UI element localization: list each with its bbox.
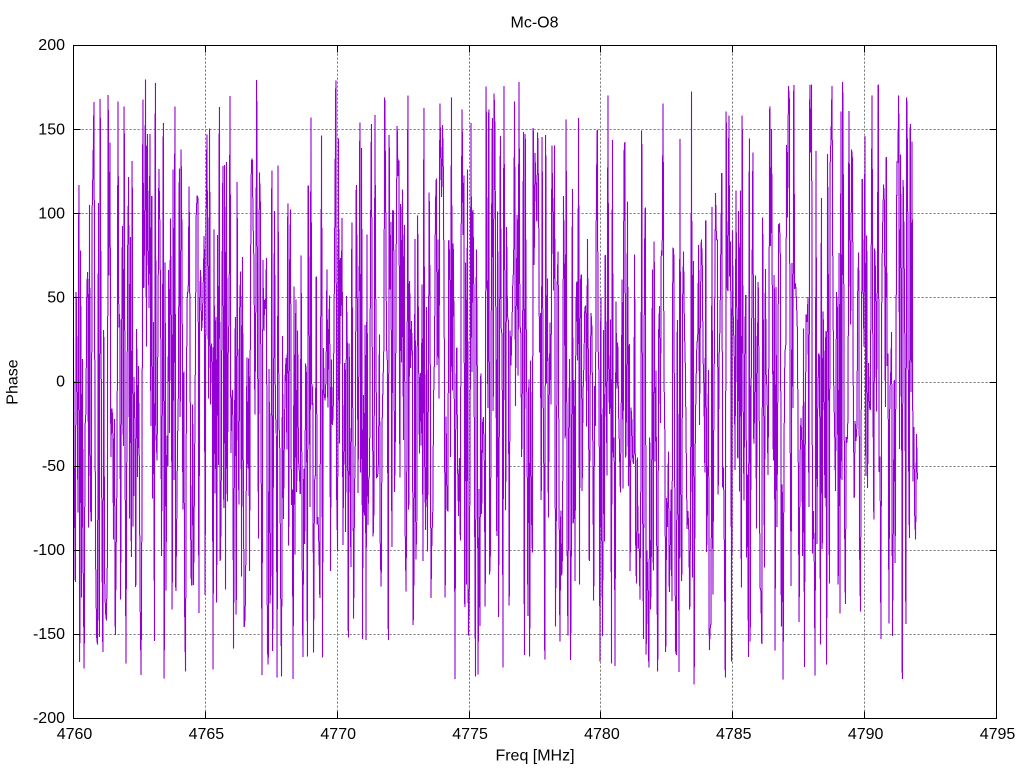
svg-text:Phase: Phase xyxy=(5,359,22,404)
svg-text:-150: -150 xyxy=(33,626,65,643)
svg-text:4780: 4780 xyxy=(584,726,620,743)
svg-text:4760: 4760 xyxy=(57,726,93,743)
svg-text:50: 50 xyxy=(47,290,65,307)
svg-text:Freq [MHz]: Freq [MHz] xyxy=(495,748,574,765)
svg-text:Mc-O8: Mc-O8 xyxy=(511,15,559,32)
svg-text:4765: 4765 xyxy=(189,726,225,743)
svg-text:-200: -200 xyxy=(33,710,65,727)
svg-text:200: 200 xyxy=(38,37,65,54)
svg-text:150: 150 xyxy=(38,121,65,138)
svg-text:100: 100 xyxy=(38,205,65,222)
svg-text:4790: 4790 xyxy=(848,726,884,743)
svg-text:4795: 4795 xyxy=(980,726,1016,743)
svg-text:-50: -50 xyxy=(42,458,65,475)
svg-text:4775: 4775 xyxy=(452,726,488,743)
svg-text:4785: 4785 xyxy=(716,726,752,743)
svg-text:0: 0 xyxy=(56,374,65,391)
svg-text:-100: -100 xyxy=(33,542,65,559)
svg-text:4770: 4770 xyxy=(320,726,356,743)
